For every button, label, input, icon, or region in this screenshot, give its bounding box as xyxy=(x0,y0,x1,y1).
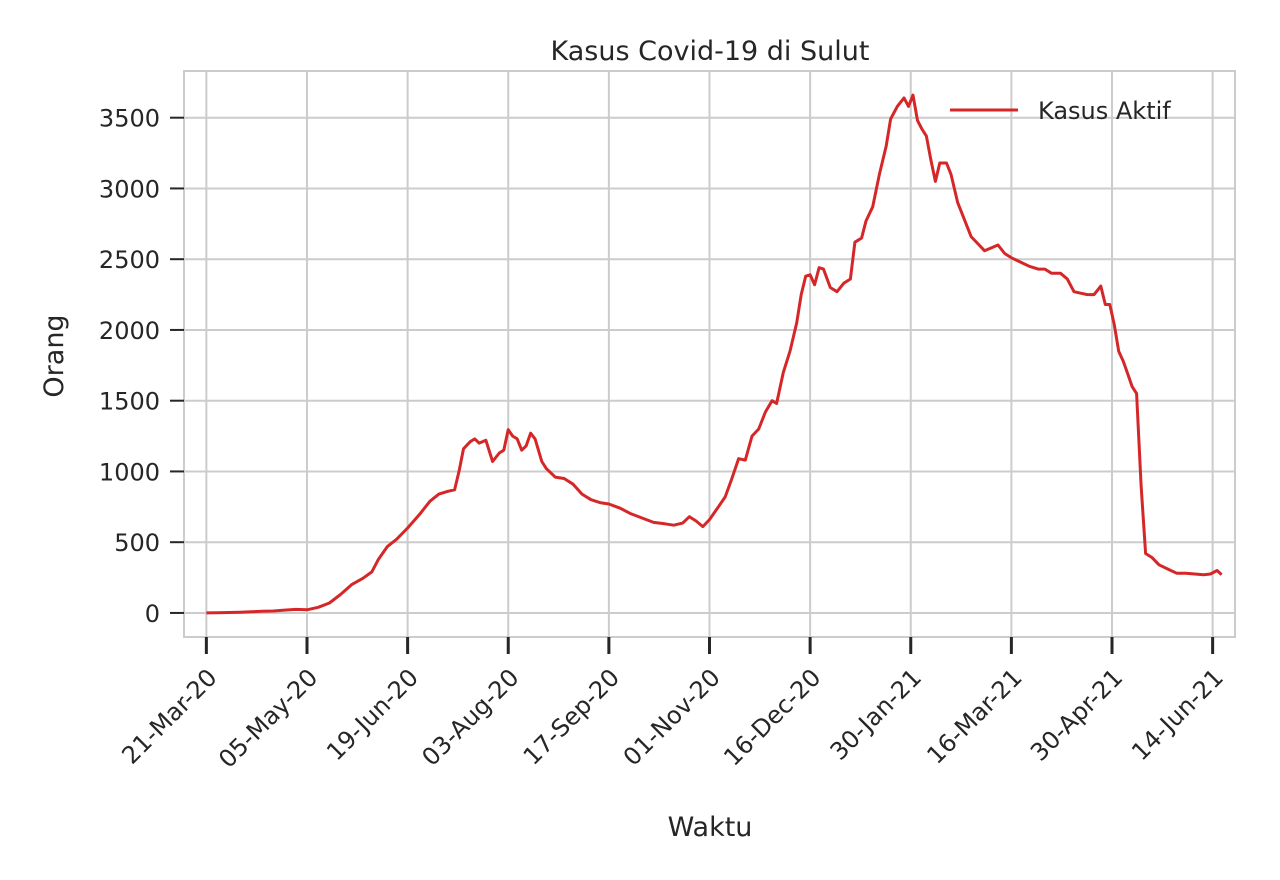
legend-label-kasus-aktif: Kasus Aktif xyxy=(1038,97,1171,125)
y-tick-label: 3500 xyxy=(99,105,160,133)
y-axis-title: Orang xyxy=(39,314,70,397)
grid-layer xyxy=(184,71,1235,637)
y-tick-label: 1000 xyxy=(99,458,160,486)
x-axis: 21-Mar-2005-May-2019-Jun-2003-Aug-2017-S… xyxy=(116,637,1229,773)
x-tick-label: 17-Sep-20 xyxy=(518,663,625,770)
legend: Kasus Aktif xyxy=(950,97,1171,125)
x-tick-label: 30-Jan-21 xyxy=(825,663,927,765)
x-axis-title: Waktu xyxy=(668,812,753,843)
x-tick-label: 21-Mar-20 xyxy=(116,663,222,769)
x-tick-label: 16-Mar-21 xyxy=(921,663,1027,769)
y-tick-label: 2000 xyxy=(99,317,160,345)
y-tick-label: 3000 xyxy=(99,175,160,203)
x-tick-label: 30-Apr-21 xyxy=(1025,663,1128,766)
y-tick-label: 0 xyxy=(145,600,160,628)
series-line-kasus-aktif xyxy=(206,93,1223,615)
chart-title: Kasus Covid-19 di Sulut xyxy=(551,36,870,67)
x-tick-label: 05-May-20 xyxy=(213,663,323,773)
y-tick-label: 2500 xyxy=(99,246,160,274)
x-tick-label: 14-Jun-21 xyxy=(1126,663,1229,766)
x-tick-label: 03-Aug-20 xyxy=(416,663,524,771)
x-tick-label: 19-Jun-20 xyxy=(321,663,424,766)
y-tick-label: 500 xyxy=(114,529,160,557)
x-tick-label: 16-Dec-20 xyxy=(718,663,826,771)
y-tick-label: 1500 xyxy=(99,388,160,416)
series-layer xyxy=(206,93,1223,615)
x-tick-label: 01-Nov-20 xyxy=(618,663,726,771)
y-axis: 0 500 1000 1500 2000 2500 3000 3500 xyxy=(99,105,184,628)
